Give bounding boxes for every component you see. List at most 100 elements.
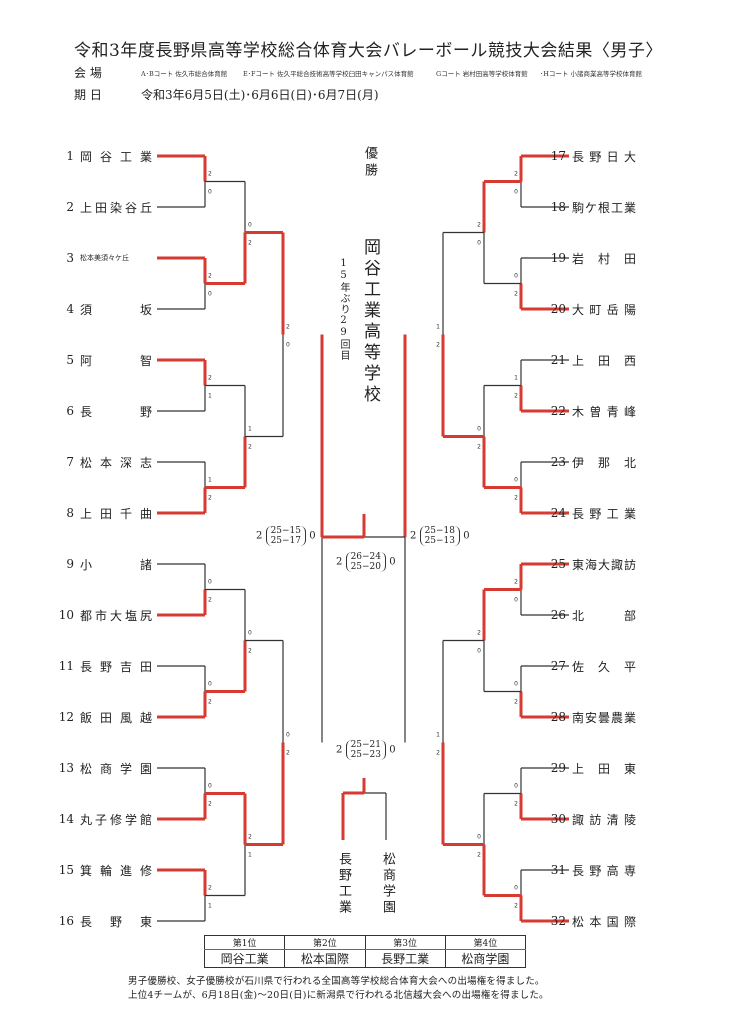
team-row-9: 9 小諸 bbox=[48, 556, 152, 572]
semifinal-right-sets-b: 0 bbox=[463, 530, 470, 542]
team-row-22: 22 木曽青峰 bbox=[540, 403, 636, 419]
team-name: 丸子修学館 bbox=[80, 812, 152, 827]
match-score: 1 bbox=[208, 903, 212, 910]
footer-note-2: 上位4チームが、6月18日(金)〜20日(日)に新潟県で行われる北信越大会への出… bbox=[128, 990, 549, 1001]
third-place-score: 2 25−21 25−23 0 bbox=[336, 740, 396, 760]
match-score: 2 bbox=[248, 648, 252, 655]
team-number: 32 bbox=[550, 914, 566, 928]
team-row-24: 24 長野工業 bbox=[540, 505, 636, 521]
team-row-16: 16 長野東 bbox=[48, 913, 152, 929]
team-name: 長野工業 bbox=[572, 506, 636, 521]
third-match-team-left: 長野工業 bbox=[336, 852, 351, 916]
match-score: 0 bbox=[208, 291, 212, 298]
team-row-30: 30 諏訪清陵 bbox=[540, 811, 636, 827]
team-number: 4 bbox=[66, 302, 74, 316]
team-row-23: 23 伊那北 bbox=[540, 454, 636, 470]
semifinal-left-sets-a: 2 bbox=[256, 530, 263, 542]
team-number: 31 bbox=[550, 863, 566, 877]
semifinal-right-sets-a: 2 bbox=[410, 530, 417, 542]
team-row-14: 14 丸子修学館 bbox=[48, 811, 152, 827]
semifinal-left-sets-b: 0 bbox=[309, 530, 316, 542]
team-name: 駒ケ根工業 bbox=[572, 200, 636, 215]
match-score: 0 bbox=[514, 273, 518, 280]
team-row-10: 10 都市大塩尻 bbox=[48, 607, 152, 623]
match-score: 1 bbox=[436, 324, 440, 331]
team-number: 25 bbox=[550, 557, 566, 571]
team-row-7: 7 松本深志 bbox=[48, 454, 152, 470]
team-number: 29 bbox=[550, 761, 566, 775]
match-score: 2 bbox=[477, 444, 481, 451]
third-place-games: 25−21 25−23 bbox=[345, 740, 387, 760]
team-name: 長野吉田 bbox=[80, 659, 152, 674]
team-number: 12 bbox=[58, 710, 74, 724]
team-name: 北部 bbox=[572, 608, 636, 623]
match-score: 0 bbox=[208, 783, 212, 790]
match-score: 2 bbox=[477, 852, 481, 859]
team-name: 松商学園 bbox=[80, 761, 152, 776]
match-score: 2 bbox=[286, 324, 290, 331]
final-sets-a: 2 bbox=[336, 556, 343, 568]
champion-name: 岡谷工業高等学校 bbox=[360, 238, 380, 406]
match-score: 2 bbox=[436, 750, 440, 757]
match-score: 1 bbox=[208, 393, 212, 400]
team-name: 飯田風越 bbox=[80, 710, 152, 725]
team-row-26: 26 北部 bbox=[540, 607, 636, 623]
venue-label: 会 場 bbox=[74, 66, 102, 80]
team-row-1: 1 岡谷工業 bbox=[48, 148, 152, 164]
team-number: 30 bbox=[550, 812, 566, 826]
rank-2-header: 第2位 bbox=[284, 935, 366, 950]
team-number: 23 bbox=[550, 455, 566, 469]
match-score: 2 bbox=[514, 579, 518, 586]
team-row-17: 17 長野日大 bbox=[540, 148, 636, 164]
match-score: 2 bbox=[208, 597, 212, 604]
match-score: 2 bbox=[477, 222, 481, 229]
team-row-20: 20 大町岳陽 bbox=[540, 301, 636, 317]
match-score: 2 bbox=[208, 885, 212, 892]
rank-4-header: 第4位 bbox=[444, 935, 527, 950]
team-row-19: 19 岩村田 bbox=[540, 250, 636, 266]
team-name: 上田染谷丘 bbox=[80, 200, 152, 215]
team-row-25: 25 東海大諏訪 bbox=[540, 556, 636, 572]
team-row-28: 28 南安曇農業 bbox=[540, 709, 636, 725]
match-score: 2 bbox=[208, 273, 212, 280]
team-row-3: 3 松本美須々ケ丘 bbox=[48, 250, 152, 266]
period-dates: 令和3年6月5日(土)･6月6日(日)･6月7日(月) bbox=[141, 88, 379, 102]
team-number: 24 bbox=[550, 506, 566, 520]
match-score: 2 bbox=[514, 699, 518, 706]
team-name: 須坂 bbox=[80, 302, 152, 317]
team-number: 11 bbox=[58, 659, 74, 673]
venue-court-g: Gコート 岩村田高等学校体育館 bbox=[436, 70, 528, 78]
match-score: 0 bbox=[248, 222, 252, 229]
final-score: 2 26−24 25−20 0 bbox=[336, 552, 396, 572]
match-score: 0 bbox=[286, 732, 290, 739]
team-number: 22 bbox=[550, 404, 566, 418]
match-score: 2 bbox=[477, 630, 481, 637]
match-score: 1 bbox=[248, 426, 252, 433]
team-name: 佐久平 bbox=[572, 659, 636, 674]
team-row-8: 8 上田千曲 bbox=[48, 505, 152, 521]
team-name: 箕輪進修 bbox=[80, 863, 152, 878]
team-name: 松本深志 bbox=[80, 455, 152, 470]
match-score: 2 bbox=[208, 801, 212, 808]
match-score: 1 bbox=[248, 852, 252, 859]
page-title: 令和3年度長野県高等学校総合体育大会バレーボール競技大会結果〈男子〉 bbox=[74, 41, 663, 61]
match-score: 0 bbox=[208, 681, 212, 688]
ranking-header-row: 第1位 第2位 第3位 第4位 bbox=[203, 935, 527, 950]
match-score: 2 bbox=[436, 342, 440, 349]
match-score: 2 bbox=[514, 495, 518, 502]
match-score: 2 bbox=[208, 495, 212, 502]
team-row-31: 31 長野高専 bbox=[540, 862, 636, 878]
team-name: 東海大諏訪 bbox=[572, 557, 636, 572]
team-name: 長野日大 bbox=[572, 149, 636, 164]
match-score: 2 bbox=[514, 393, 518, 400]
team-row-4: 4 須坂 bbox=[48, 301, 152, 317]
match-score: 2 bbox=[514, 801, 518, 808]
team-row-18: 18 駒ケ根工業 bbox=[540, 199, 636, 215]
match-score: 0 bbox=[514, 681, 518, 688]
team-number: 6 bbox=[66, 404, 74, 418]
match-score: 1 bbox=[514, 375, 518, 382]
match-score: 2 bbox=[208, 699, 212, 706]
rank-2-team: 松本国際 bbox=[284, 949, 366, 968]
team-name: 伊那北 bbox=[572, 455, 636, 470]
match-score: 0 bbox=[286, 342, 290, 349]
